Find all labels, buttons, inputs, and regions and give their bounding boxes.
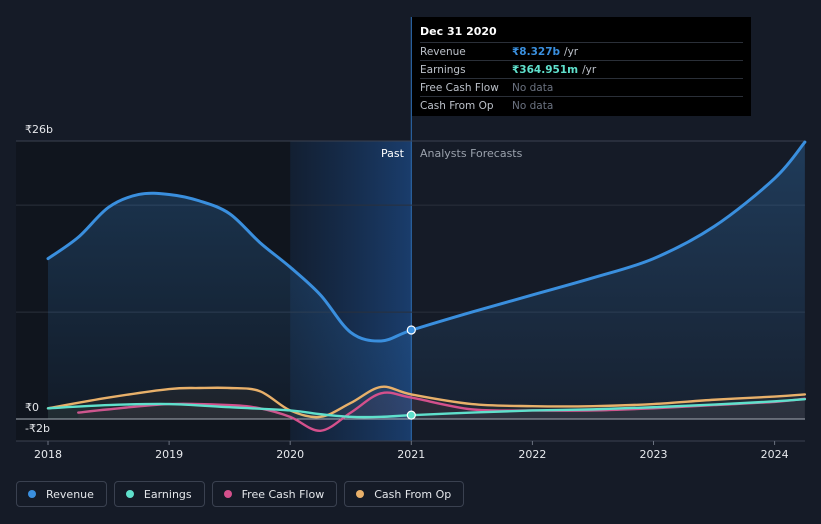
revenue-dot-icon [28,490,36,498]
cash-from-op-line [46,385,807,419]
tooltip-label: Cash From Op [420,99,494,112]
earnings-area [48,399,805,419]
x-tick-label: 2021 [397,448,426,461]
past-label: Past [381,147,404,160]
tooltip-date: Dec 31 2020 [420,25,497,38]
forecast-label: Analysts Forecasts [420,147,523,160]
y-tick-label-bottom: -₹2b [25,422,50,435]
tooltip-label: Revenue [420,45,466,58]
cash-from-op-dot-icon [356,490,365,498]
tooltip-label: Free Cash Flow [420,81,499,94]
hover-markers [406,325,416,420]
revenue-line [46,140,807,343]
data-tooltip: Dec 31 2020 Revenue ₹8.327b /yr Earnings… [412,17,751,116]
free-cash-flow-dot-icon [223,490,232,498]
x-tick-label: 2022 [518,448,547,461]
x-tick-label: 2019 [155,448,184,461]
legend-item-free-cash-flow[interactable]: Free Cash Flow [211,481,338,507]
tooltip-row-revenue: Revenue ₹8.327b /yr [420,42,743,60]
tooltip-row-cfo: Cash From Op No data [420,96,743,114]
revenue-marker [406,325,416,335]
free-cash-flow-area [78,392,805,431]
tooltip-value: No data [512,99,554,112]
tooltip-value: ₹364.951m [512,63,579,76]
tooltip-unit: /yr [582,63,597,76]
chart-legend: Revenue Earnings Free Cash Flow Cash Fro… [16,481,465,507]
y-tick-label-top: ₹26b [25,123,53,136]
earnings-dot-icon [125,490,134,498]
legend-item-earnings[interactable]: Earnings [113,481,205,507]
tooltip-row-earnings: Earnings ₹364.951m /yr [420,60,743,78]
y-tick-label-zero: ₹0 [25,401,39,414]
legend-label: Free Cash Flow [241,487,325,501]
earnings-marker [406,410,416,420]
series-lines [46,140,807,432]
x-tick-label: 2020 [276,448,305,461]
tooltip-value: No data [512,81,554,94]
x-tick-label: 2023 [639,448,668,461]
legend-item-cash-from-op[interactable]: Cash From Op [344,481,465,507]
x-tick-label: 2018 [34,448,62,461]
x-tick-label: 2024 [760,448,789,461]
tooltip-value: ₹8.327b [512,45,561,58]
tooltip-unit: /yr [564,45,579,58]
tooltip-row-fcf: Free Cash Flow No data [420,78,743,96]
tooltip-label: Earnings [420,63,466,76]
legend-label: Earnings [143,487,192,501]
revenue-area [48,142,805,420]
legend-label: Cash From Op [374,487,452,501]
earnings-line [46,398,807,419]
legend-label: Revenue [46,487,94,501]
legend-item-revenue[interactable]: Revenue [16,481,107,507]
